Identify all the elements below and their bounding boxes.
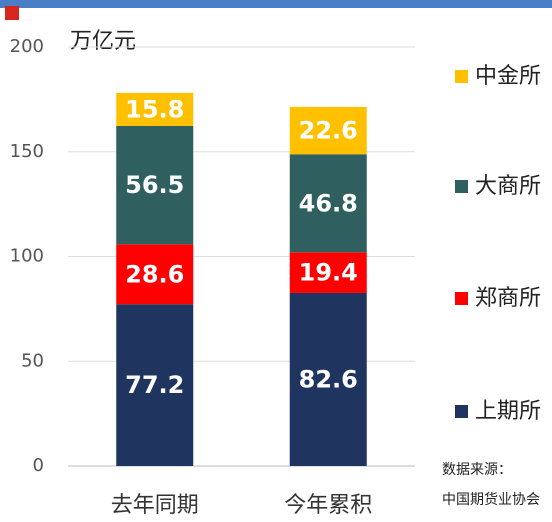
bar-segment	[116, 304, 194, 466]
bar-segment	[116, 125, 194, 245]
x-tick-label: 今年累积	[284, 493, 372, 518]
bar-segment	[289, 252, 367, 293]
y-tick-label: 100	[10, 246, 44, 267]
legend-swatch	[455, 70, 468, 83]
data-label: 22.6	[299, 117, 358, 145]
bar-segment	[289, 154, 367, 253]
legend-swatch	[455, 292, 468, 305]
legend-label: 郑商所	[475, 286, 541, 311]
legend-label: 中金所	[475, 64, 541, 89]
y-axis-label: 万亿元	[70, 29, 136, 54]
data-label: 15.8	[125, 95, 184, 123]
y-tick-label: 200	[10, 36, 44, 57]
data-label: 77.2	[125, 371, 184, 399]
bar-segment	[116, 92, 194, 126]
top-strip	[0, 0, 552, 8]
source-note: 中国期货业协会	[442, 491, 540, 508]
legend-swatch	[455, 180, 468, 193]
source-note: 数据来源：	[442, 462, 512, 478]
data-label: 82.6	[299, 365, 358, 393]
legend-label: 大商所	[475, 174, 541, 199]
legend-swatch	[455, 405, 468, 418]
x-tick-label: 去年同期	[111, 493, 199, 518]
y-tick-label: 150	[10, 141, 44, 162]
y-tick-label: 50	[21, 350, 44, 371]
data-label: 46.8	[299, 189, 358, 217]
logo	[5, 6, 19, 20]
bar-segment	[116, 244, 194, 305]
bar-segment	[289, 106, 367, 155]
y-tick-label: 0	[33, 455, 44, 476]
data-label: 28.6	[125, 260, 184, 288]
bar-segment	[289, 292, 367, 466]
data-label: 19.4	[299, 259, 358, 287]
data-label: 56.5	[125, 171, 184, 199]
legend-label: 上期所	[475, 399, 541, 424]
